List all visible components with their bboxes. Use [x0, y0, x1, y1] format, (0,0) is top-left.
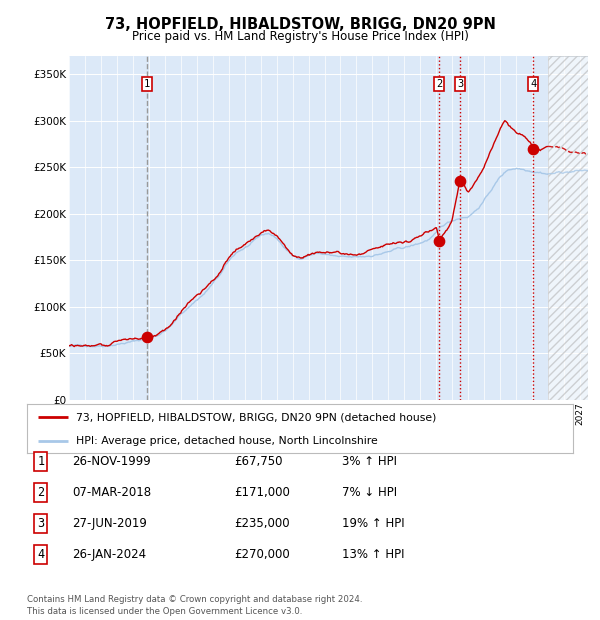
Text: £235,000: £235,000 [234, 518, 290, 530]
Text: 4: 4 [530, 79, 536, 89]
Text: £171,000: £171,000 [234, 487, 290, 499]
Text: 7% ↓ HPI: 7% ↓ HPI [342, 487, 397, 499]
Point [529, 144, 538, 154]
Text: 26-JAN-2024: 26-JAN-2024 [72, 549, 146, 561]
Text: 73, HOPFIELD, HIBALDSTOW, BRIGG, DN20 9PN (detached house): 73, HOPFIELD, HIBALDSTOW, BRIGG, DN20 9P… [76, 412, 437, 422]
Text: 1: 1 [37, 456, 44, 468]
Point [434, 236, 444, 246]
Text: Price paid vs. HM Land Registry's House Price Index (HPI): Price paid vs. HM Land Registry's House … [131, 30, 469, 43]
Text: 1: 1 [144, 79, 151, 89]
Point [455, 176, 465, 186]
Text: 19% ↑ HPI: 19% ↑ HPI [342, 518, 404, 530]
Text: 73, HOPFIELD, HIBALDSTOW, BRIGG, DN20 9PN: 73, HOPFIELD, HIBALDSTOW, BRIGG, DN20 9P… [104, 17, 496, 32]
Text: 13% ↑ HPI: 13% ↑ HPI [342, 549, 404, 561]
Text: £270,000: £270,000 [234, 549, 290, 561]
Text: 2: 2 [436, 79, 442, 89]
Text: 26-NOV-1999: 26-NOV-1999 [72, 456, 151, 468]
Text: Contains HM Land Registry data © Crown copyright and database right 2024.
This d: Contains HM Land Registry data © Crown c… [27, 595, 362, 616]
Text: HPI: Average price, detached house, North Lincolnshire: HPI: Average price, detached house, Nort… [76, 435, 378, 446]
Text: 3% ↑ HPI: 3% ↑ HPI [342, 456, 397, 468]
Text: 3: 3 [37, 518, 44, 530]
Text: 27-JUN-2019: 27-JUN-2019 [72, 518, 147, 530]
Point [142, 332, 152, 342]
Bar [548, 56, 588, 400]
Text: £67,750: £67,750 [234, 456, 283, 468]
Text: 4: 4 [37, 549, 44, 561]
Text: 3: 3 [457, 79, 463, 89]
Text: 07-MAR-2018: 07-MAR-2018 [72, 487, 151, 499]
Text: 2: 2 [37, 487, 44, 499]
